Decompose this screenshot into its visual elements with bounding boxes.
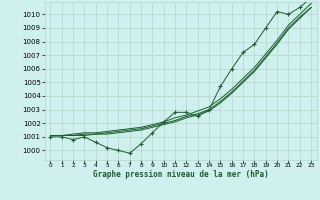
X-axis label: Graphe pression niveau de la mer (hPa): Graphe pression niveau de la mer (hPa) bbox=[93, 170, 269, 179]
